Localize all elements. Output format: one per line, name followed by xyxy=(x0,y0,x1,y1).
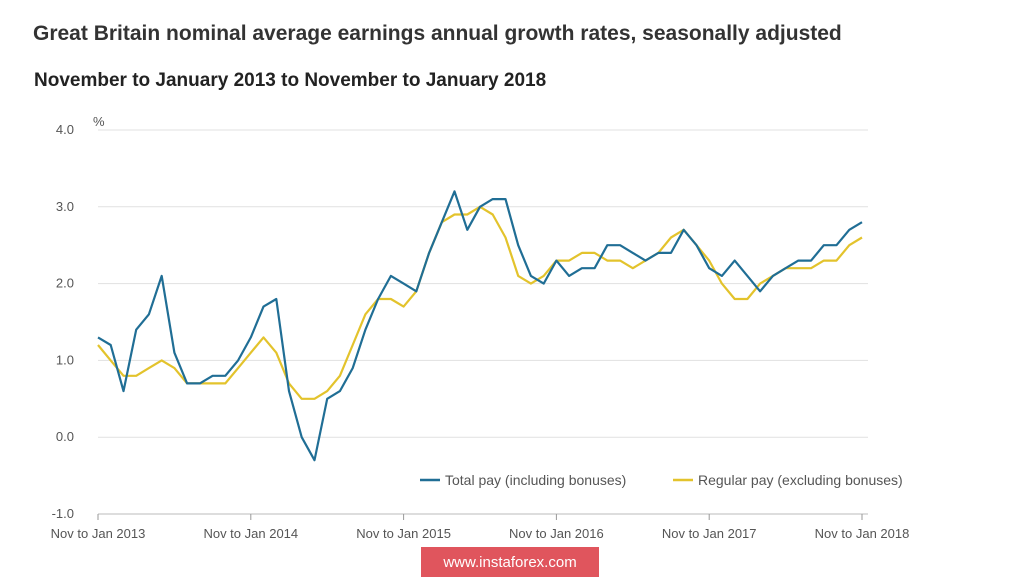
y-tick-label: 2.0 xyxy=(56,276,74,291)
y-axis-unit-label: % xyxy=(93,114,105,129)
gridlines xyxy=(98,129,868,515)
x-tick-label: Nov to Jan 2015 xyxy=(356,526,451,541)
y-tick-label: 1.0 xyxy=(56,352,74,367)
x-tick-label: Nov to Jan 2016 xyxy=(509,526,604,541)
watermark-badge: www.instaforex.com xyxy=(421,547,599,577)
y-tick-label: 4.0 xyxy=(56,122,74,137)
series-line xyxy=(97,205,863,400)
x-tick-label: Nov to Jan 2013 xyxy=(51,526,146,541)
y-axis-ticks: -1.0 0.0 1.0 2.0 3.0 4.0 xyxy=(52,122,74,521)
chart-title: Great Britain nominal average earnings a… xyxy=(33,22,842,45)
legend-label[interactable]: Regular pay (excluding bonuses) xyxy=(698,472,903,488)
x-axis: Nov to Jan 2013 Nov to Jan 2014 Nov to Jan… xyxy=(51,514,910,541)
chart-subtitle: November to January 2013 to November to … xyxy=(34,70,547,91)
x-tick-label: Nov to Jan 2018 xyxy=(815,526,910,541)
y-tick-label: 0.0 xyxy=(56,429,74,444)
y-tick-label: -1.0 xyxy=(52,506,74,521)
x-tick-label: Nov to Jan 2017 xyxy=(662,526,757,541)
legend[interactable]: Total pay (including bonuses) Regular pay… xyxy=(420,472,903,488)
y-tick-label: 3.0 xyxy=(56,199,74,214)
series-lines xyxy=(97,190,863,462)
x-tick-label: Nov to Jan 2014 xyxy=(203,526,298,541)
legend-label[interactable]: Total pay (including bonuses) xyxy=(445,472,626,488)
series-line xyxy=(97,190,863,462)
